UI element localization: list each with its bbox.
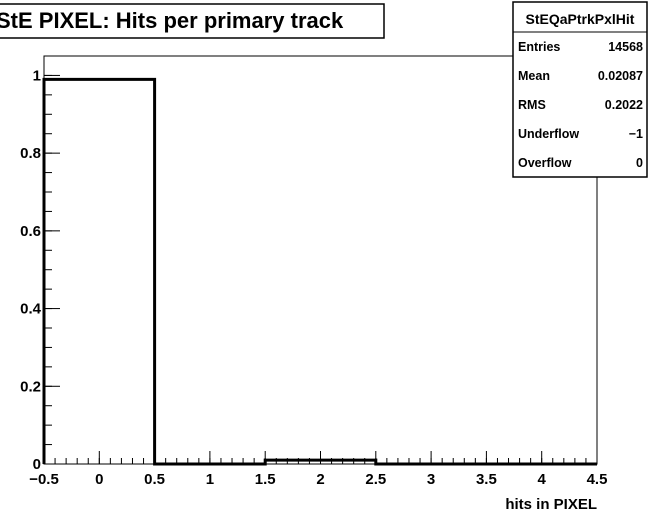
stats-label: RMS [518,98,546,112]
stats-label: Overflow [518,156,572,170]
x-tick-label: 4 [538,471,547,488]
title-box [0,3,385,39]
chart-title: StE PIXEL: Hits per primary track [0,8,344,33]
x-tick-label: 1 [206,471,214,488]
x-axis-label: hits in PIXEL [505,496,597,512]
stats-value: 0.2022 [605,98,643,112]
y-tick-label: 0.6 [20,223,41,240]
y-tick-label: 0.4 [20,301,42,318]
stats-value: −1 [629,127,643,141]
stats-label: Entries [518,40,560,54]
stats-label: Mean [518,69,550,83]
y-tick-label: 0 [33,456,41,473]
stats-value: 0 [636,156,643,170]
y-tick-label: 0.8 [20,145,41,162]
y-tick-label: 0.2 [20,378,41,395]
stats-box [512,1,648,178]
x-tick-label: 0.5 [144,471,165,488]
stats-title: StEQaPtrkPxlHit [526,11,635,27]
x-tick-label: 3 [427,471,435,488]
x-tick-label: 1.5 [255,471,276,488]
stats-value: 14568 [608,40,643,54]
stats-value: 0.02087 [598,69,643,83]
histogram-outline [42,77,597,466]
y-tick-label: 1 [33,67,41,84]
stats-label: Underflow [518,127,579,141]
x-tick-label: 2.5 [365,471,386,488]
x-tick-label: −0.5 [29,471,59,488]
x-tick-label: 2 [316,471,324,488]
x-tick-label: 3.5 [476,471,497,488]
x-tick-label: 0 [95,471,103,488]
x-tick-label: 4.5 [587,471,608,488]
histogram-bar [44,79,155,464]
